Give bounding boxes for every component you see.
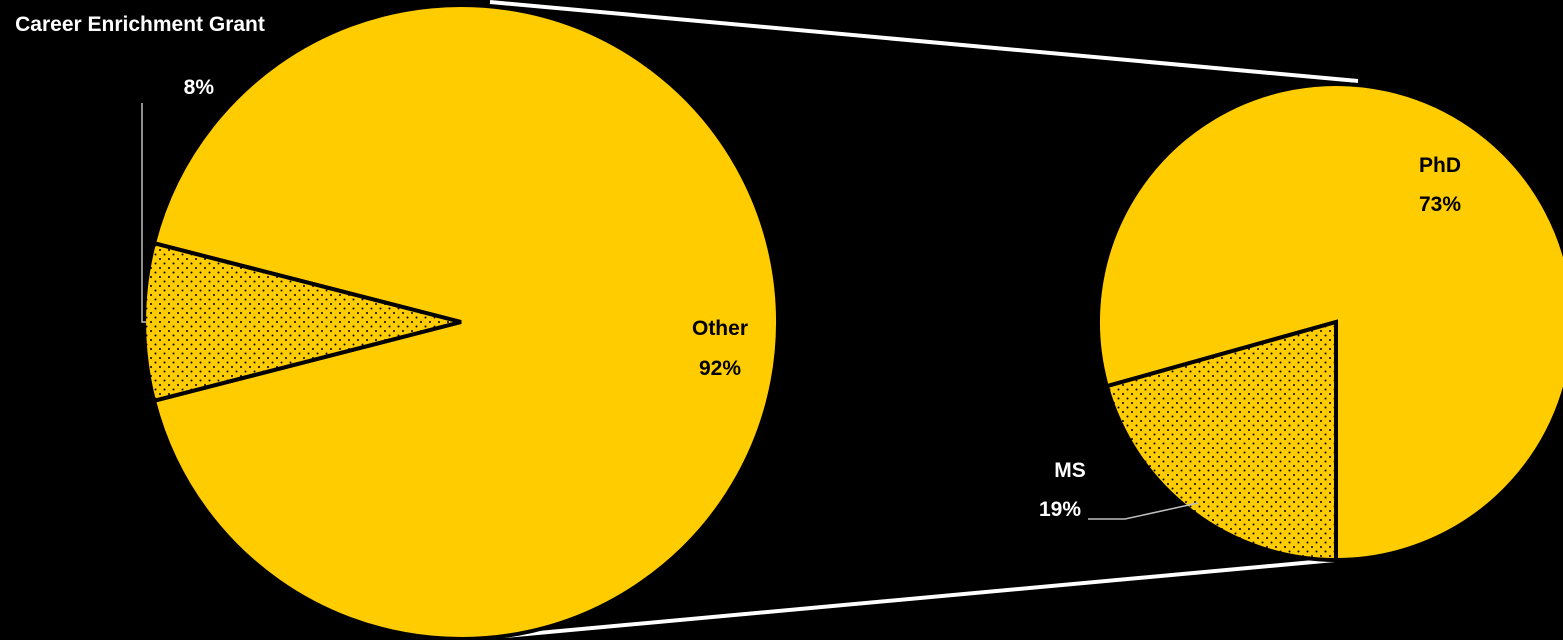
label-ms-value: 19% xyxy=(1039,498,1081,521)
leader-line-ms xyxy=(1088,502,1199,520)
label-phd-value: 73% xyxy=(1419,193,1461,216)
label-phd-name: PhD xyxy=(1419,154,1461,177)
main-pie xyxy=(142,3,781,640)
leader-line-career-enrichment-grant xyxy=(141,103,146,323)
connector-line-top xyxy=(489,0,1359,83)
pie-slice-ms xyxy=(1104,319,1338,563)
connector-line-bottom xyxy=(504,558,1336,638)
label-career-value: 8% xyxy=(184,76,215,99)
label-other-name: Other xyxy=(692,317,748,340)
secondary-pie xyxy=(1095,82,1563,563)
label-ms-name: MS xyxy=(1054,459,1086,482)
label-career-name: Career Enrichment Grant xyxy=(15,13,265,36)
pie-slice-other xyxy=(151,3,781,640)
label-other-value: 92% xyxy=(699,357,741,380)
